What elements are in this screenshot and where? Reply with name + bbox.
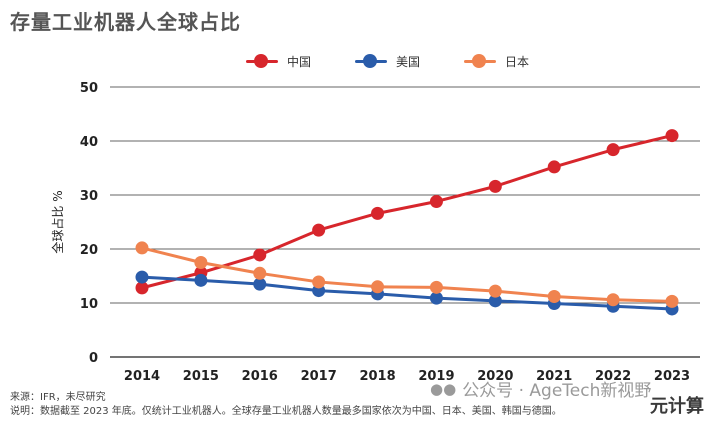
data-point bbox=[606, 143, 620, 157]
y-tick-label: 10 bbox=[80, 297, 98, 312]
chart-title: 存量工业机器人全球占比 bbox=[10, 10, 241, 34]
wechat-icon: ●● bbox=[430, 379, 457, 398]
legend-item-usa: 美国 bbox=[355, 53, 420, 70]
data-point bbox=[312, 223, 326, 237]
data-point bbox=[606, 293, 620, 307]
data-point bbox=[429, 291, 443, 305]
data-point bbox=[371, 206, 385, 220]
x-tick-label: 2017 bbox=[301, 369, 337, 384]
data-point bbox=[547, 160, 561, 174]
data-point bbox=[135, 241, 149, 255]
y-tick-label: 0 bbox=[89, 351, 98, 366]
x-tick-label: 2015 bbox=[183, 369, 219, 384]
data-point bbox=[429, 280, 443, 294]
data-point bbox=[135, 270, 149, 284]
data-point bbox=[665, 294, 679, 308]
legend-swatch-china bbox=[246, 54, 278, 68]
legend-label-usa: 美国 bbox=[396, 54, 421, 69]
data-point bbox=[665, 129, 679, 143]
data-point bbox=[253, 277, 267, 291]
data-point bbox=[488, 179, 502, 193]
data-point bbox=[371, 280, 385, 294]
legend-label-japan: 日本 bbox=[505, 54, 530, 69]
watermark-text: 公众号 · AgeTech新视野 bbox=[462, 381, 652, 401]
series-line-2 bbox=[141, 246, 673, 303]
x-tick-label: 2020 bbox=[477, 369, 513, 384]
y-axis-label: 全球占比 % bbox=[50, 190, 65, 253]
x-tick-label: 2018 bbox=[359, 369, 395, 384]
data-point bbox=[488, 284, 502, 298]
watermark: ●● 公众号 · AgeTech新视野 bbox=[430, 376, 652, 402]
data-point bbox=[488, 294, 502, 308]
brand-logo-text: 元计算 bbox=[650, 396, 704, 417]
y-tick-label: 40 bbox=[80, 135, 98, 150]
x-tick-label: 2014 bbox=[124, 369, 160, 384]
data-point bbox=[135, 281, 149, 295]
y-tick-label: 20 bbox=[80, 243, 98, 258]
x-tick-label: 2016 bbox=[242, 369, 278, 384]
legend-swatch-japan bbox=[464, 54, 497, 68]
x-tick-label: 2022 bbox=[595, 369, 631, 384]
source-note: 来源：IFR，未尽研究 bbox=[10, 392, 106, 403]
explanation-note: 说明：数据截至 2023 年底。仅统计工业机器人。全球存量工业机器人数量最多国家… bbox=[10, 406, 562, 417]
series-line-1 bbox=[141, 275, 673, 311]
data-point bbox=[253, 266, 267, 280]
x-tick-label: 2023 bbox=[654, 369, 690, 384]
data-point bbox=[312, 275, 326, 289]
legend-item-china: 中国 bbox=[246, 53, 311, 70]
series-line-0 bbox=[141, 134, 673, 290]
data-point bbox=[253, 248, 267, 262]
y-tick-label: 50 bbox=[80, 81, 98, 96]
legend-item-japan: 日本 bbox=[464, 53, 529, 70]
data-point bbox=[194, 273, 208, 287]
y-tick-label: 30 bbox=[80, 189, 98, 204]
x-tick-label: 2019 bbox=[418, 369, 454, 384]
data-point bbox=[429, 194, 443, 208]
legend-swatch-usa bbox=[355, 54, 388, 68]
legend-label-china: 中国 bbox=[287, 54, 312, 69]
data-point bbox=[547, 290, 561, 304]
chart-legend: 中国 美国 日本 bbox=[246, 50, 573, 72]
data-point bbox=[194, 256, 208, 269]
x-tick-label: 2021 bbox=[536, 369, 572, 384]
